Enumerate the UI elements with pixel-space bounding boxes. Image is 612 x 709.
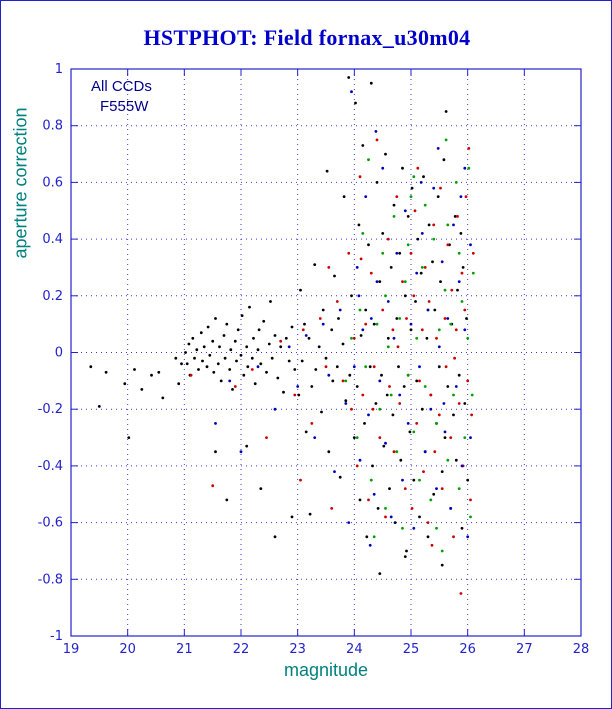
svg-text:-0.4: -0.4	[38, 459, 63, 474]
svg-text:0.2: 0.2	[42, 289, 63, 304]
svg-text:22: 22	[233, 642, 250, 657]
svg-text:0.4: 0.4	[42, 232, 63, 247]
x-axis-label: magnitude	[283, 660, 369, 680]
svg-text:-0.8: -0.8	[38, 572, 63, 587]
svg-text:26: 26	[459, 642, 476, 657]
svg-text:28: 28	[573, 642, 590, 657]
svg-text:0.6: 0.6	[42, 175, 63, 190]
svg-text:-1: -1	[50, 629, 63, 644]
svg-text:1: 1	[55, 62, 63, 77]
annotation-line-2: F555W	[100, 98, 149, 115]
svg-text:-0.6: -0.6	[38, 516, 63, 531]
svg-text:0: 0	[55, 346, 63, 361]
ccd-annotation: All CCDs F555W	[91, 77, 152, 117]
svg-text:20: 20	[119, 642, 136, 657]
svg-text:25: 25	[403, 642, 420, 657]
svg-text:-0.2: -0.2	[38, 402, 63, 417]
svg-text:21: 21	[176, 642, 193, 657]
annotation-line-1: All CCDs	[91, 78, 152, 95]
svg-text:24: 24	[346, 642, 363, 657]
svg-text:27: 27	[516, 642, 533, 657]
svg-text:0.8: 0.8	[42, 119, 63, 134]
svg-text:19: 19	[63, 642, 80, 657]
plot-title: HSTPHOT: Field fornax_u30m04	[143, 25, 471, 50]
svg-text:23: 23	[289, 642, 306, 657]
